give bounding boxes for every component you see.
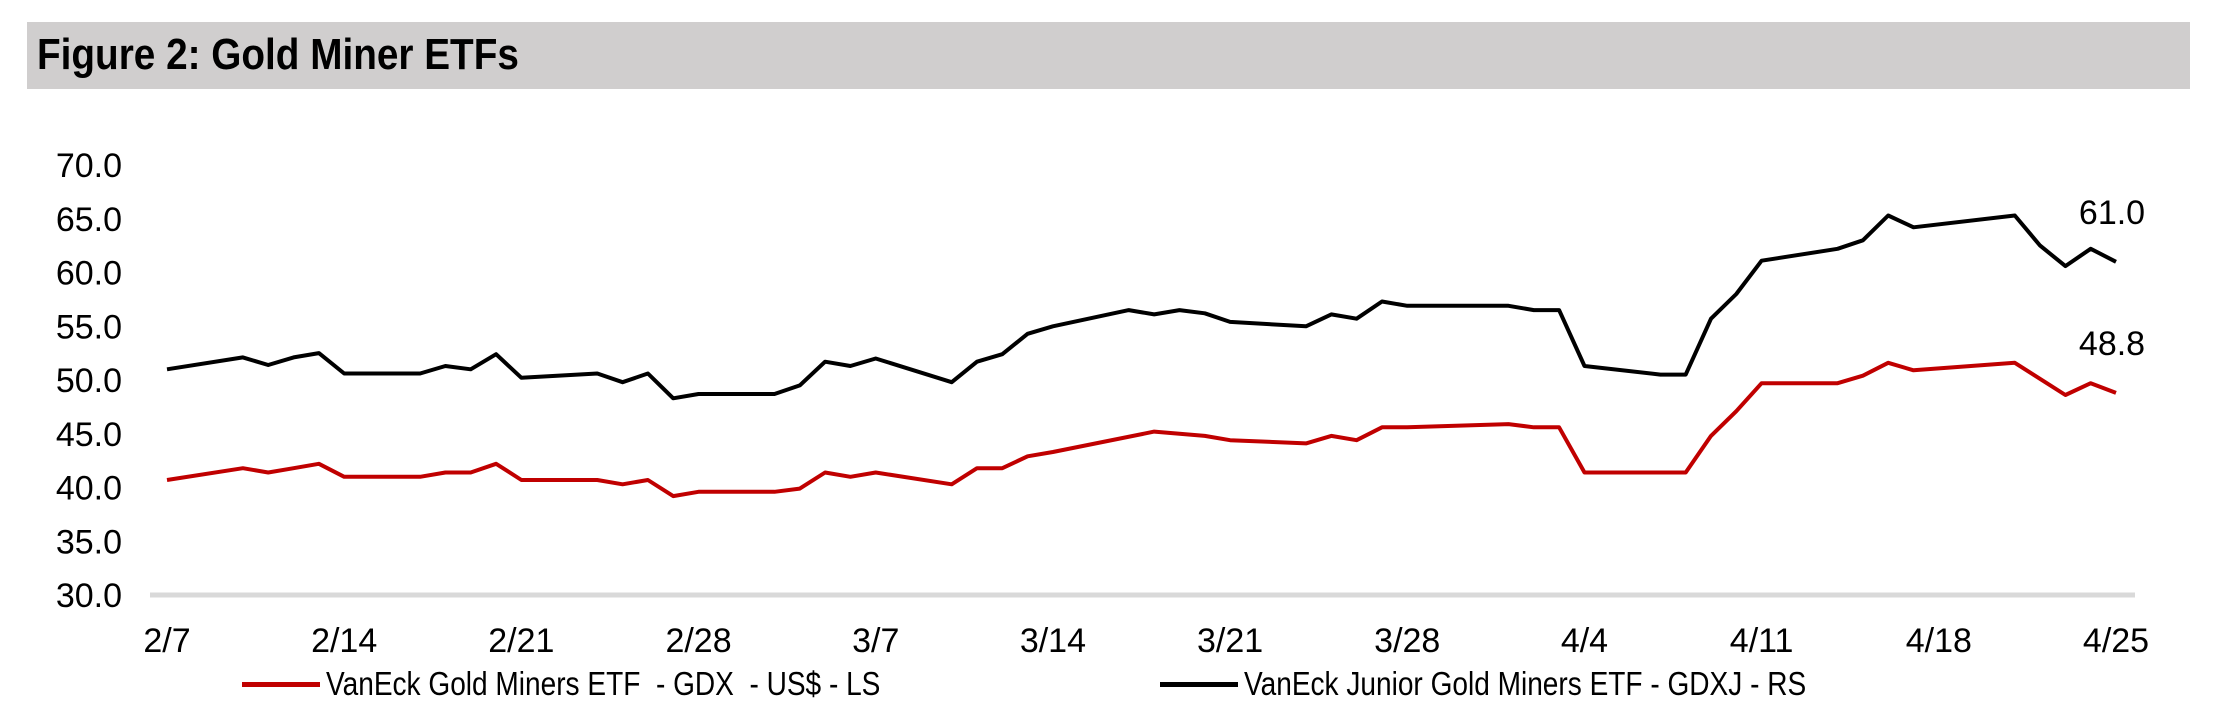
end-label-gdxj: 61.0 bbox=[2079, 194, 2145, 232]
series-line-gdx bbox=[166, 360, 2117, 499]
legend-label-gdx: VanEck Gold Miners ETF - GDX - US$ - LS bbox=[326, 665, 881, 702]
x-tick-label: 3/28 bbox=[1374, 622, 1440, 660]
legend-item-gdxj: VanEck Junior Gold Miners ETF - GDXJ - R… bbox=[1160, 665, 1905, 703]
y-tick-label: 35.0 bbox=[56, 523, 122, 561]
y-axis-ticks: 30.0 35.0 40.0 45.0 50.0 55.0 60.0 65.0 70.0 bbox=[56, 147, 122, 615]
x-tick-label: 2/7 bbox=[143, 622, 190, 660]
x-tick-label: 2/14 bbox=[311, 622, 377, 660]
legend-label-gdxj: VanEck Junior Gold Miners ETF - GDXJ - R… bbox=[1244, 665, 1807, 702]
x-tick-label: 3/21 bbox=[1197, 622, 1263, 660]
x-tick-label: 3/14 bbox=[1020, 622, 1086, 660]
title-bar: Figure 2: Gold Miner ETFs bbox=[27, 22, 2190, 89]
y-tick-label: 50.0 bbox=[56, 362, 122, 400]
legend-item-gdx: VanEck Gold Miners ETF - GDX - US$ - LS bbox=[242, 665, 978, 703]
end-labels: 48.8 61.0 bbox=[2079, 194, 2145, 363]
legend-swatch-gdxj bbox=[1160, 681, 1238, 687]
y-tick-label: 40.0 bbox=[56, 470, 122, 508]
x-tick-label: 4/11 bbox=[1730, 622, 1794, 660]
legend-swatch-gdx bbox=[242, 681, 320, 687]
x-tick-label: 2/21 bbox=[488, 622, 554, 660]
x-tick-label: 4/25 bbox=[2083, 622, 2149, 660]
end-label-gdx: 48.8 bbox=[2079, 325, 2145, 363]
x-tick-label: 4/4 bbox=[1561, 622, 1608, 660]
series-line-gdxj bbox=[166, 213, 2117, 401]
series-lines bbox=[166, 213, 2117, 499]
y-tick-label: 30.0 bbox=[56, 577, 122, 615]
y-tick-label: 45.0 bbox=[56, 416, 122, 454]
chart-title: Figure 2: Gold Miner ETFs bbox=[37, 30, 519, 79]
x-tick-label: 3/7 bbox=[852, 622, 899, 660]
x-tick-label: 4/18 bbox=[1906, 622, 1972, 660]
x-axis-ticks: 2/7 2/14 2/21 2/28 3/7 3/14 3/21 3/28 4/4 4/11 4/1… bbox=[143, 622, 2149, 660]
y-tick-label: 70.0 bbox=[56, 147, 122, 185]
y-tick-label: 65.0 bbox=[56, 201, 122, 239]
y-tick-label: 60.0 bbox=[56, 255, 122, 293]
legend: VanEck Gold Miners ETF - GDX - US$ - LS … bbox=[0, 665, 2218, 715]
x-tick-label: 2/28 bbox=[665, 622, 731, 660]
y-tick-label: 55.0 bbox=[56, 308, 122, 346]
